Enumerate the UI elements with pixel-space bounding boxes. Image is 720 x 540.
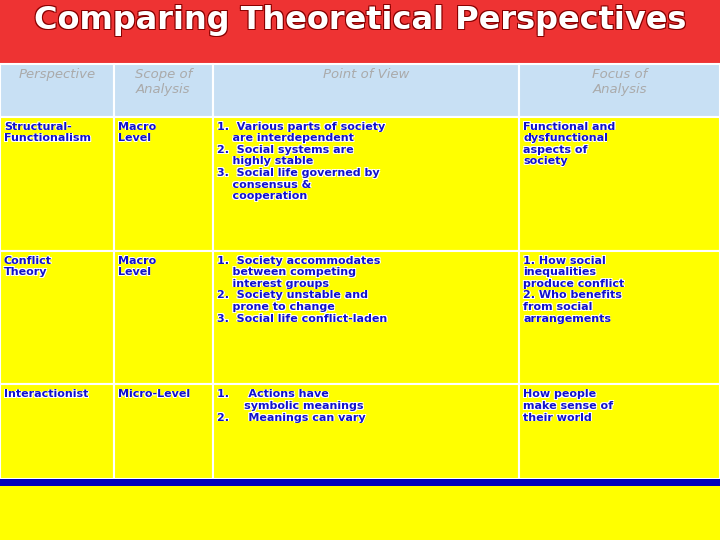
Text: 1.  Various parts of society
    are interdependent
2.  Social systems are
    h: 1. Various parts of society are interdep…: [217, 121, 384, 200]
Text: 1. How social
inequalities
produce conflict
2. Who benefits
from social
arrangem: 1. How social inequalities produce confl…: [523, 255, 624, 323]
Text: 1.  Various parts of society
    are interdependent
2.  Social systems are
    h: 1. Various parts of society are interdep…: [217, 123, 384, 202]
Text: Functional and
dysfunctional
aspects of
society: Functional and dysfunctional aspects of …: [524, 121, 616, 166]
Text: How people
make sense of
their world: How people make sense of their world: [524, 390, 614, 423]
Bar: [213, 64, 519, 117]
Text: Interactionist: Interactionist: [4, 389, 88, 399]
Bar: [0, 479, 720, 486]
Bar: [213, 384, 519, 479]
Text: Macro
Level: Macro Level: [117, 255, 156, 276]
Text: Conflict
Theory: Conflict Theory: [4, 255, 51, 276]
Text: Macro
Level: Macro Level: [117, 123, 156, 144]
Text: Structural-
Functionalism: Structural- Functionalism: [4, 123, 90, 144]
Text: Macro
Level: Macro Level: [119, 255, 157, 276]
Text: Macro
Level: Macro Level: [119, 256, 157, 278]
Text: 1.     Actions have
       symbolic meanings
2.     Meanings can vary: 1. Actions have symbolic meanings 2. Mea…: [218, 389, 366, 422]
Bar: [0, 0, 720, 64]
Text: Micro-Level: Micro-Level: [119, 390, 191, 400]
Text: Comparing Theoretical Perspectives: Comparing Theoretical Perspectives: [35, 4, 687, 36]
Text: Comparing Theoretical Perspectives: Comparing Theoretical Perspectives: [33, 4, 685, 36]
Text: 1.  Society accommodates
    between competing
    interest groups
2.  Society u: 1. Society accommodates between competin…: [217, 255, 387, 323]
Text: Functional and
dysfunctional
aspects of
society: Functional and dysfunctional aspects of …: [524, 123, 616, 167]
Text: 1.     Actions have
       symbolic meanings
2.     Meanings can vary: 1. Actions have symbolic meanings 2. Mea…: [217, 389, 365, 422]
Text: Micro-Level: Micro-Level: [117, 390, 189, 400]
Text: How people
make sense of
their world: How people make sense of their world: [523, 389, 613, 422]
Text: Micro-Level: Micro-Level: [117, 389, 189, 399]
Text: Conflict
Theory: Conflict Theory: [4, 256, 51, 278]
Text: Conflict
Theory: Conflict Theory: [4, 255, 52, 277]
Text: Macro
Level: Macro Level: [117, 256, 156, 278]
Bar: [114, 251, 213, 384]
Text: Macro
Level: Macro Level: [118, 255, 156, 277]
Text: Micro-Level: Micro-Level: [119, 389, 191, 399]
Text: Scope of
Analysis: Scope of Analysis: [135, 68, 192, 96]
Bar: [0, 64, 114, 117]
Text: 1.     Actions have
       symbolic meanings
2.     Meanings can vary: 1. Actions have symbolic meanings 2. Mea…: [217, 390, 365, 423]
Text: Structural-
Functionalism: Structural- Functionalism: [4, 121, 90, 143]
Text: Point of View: Point of View: [323, 68, 409, 81]
Text: How people
make sense of
their world: How people make sense of their world: [523, 389, 613, 423]
Text: Interactionist: Interactionist: [4, 389, 89, 400]
Text: 1.  Various parts of society
    are interdependent
2.  Social systems are
    h: 1. Various parts of society are interdep…: [218, 121, 386, 200]
Text: 1.  Society accommodates
    between competing
    interest groups
2.  Society u: 1. Society accommodates between competin…: [217, 255, 387, 323]
Text: Comparing Theoretical Perspectives: Comparing Theoretical Perspectives: [33, 6, 685, 37]
Text: 1.  Various parts of society
    are interdependent
2.  Social systems are
    h: 1. Various parts of society are interdep…: [218, 123, 386, 202]
Bar: [0, 117, 114, 251]
Text: Macro
Level: Macro Level: [117, 121, 156, 143]
Text: Macro
Level: Macro Level: [119, 121, 157, 143]
Bar: [114, 384, 213, 479]
Text: 1. How social
inequalities
produce conflict
2. Who benefits
from social
arrangem: 1. How social inequalities produce confl…: [524, 256, 625, 324]
Text: Interactionist: Interactionist: [5, 389, 89, 399]
Text: 1.  Society accommodates
    between competing
    interest groups
2.  Society u: 1. Society accommodates between competin…: [217, 256, 387, 324]
Text: Macro
Level: Macro Level: [118, 122, 156, 143]
Bar: [519, 64, 720, 117]
Text: 1. How social
inequalities
produce conflict
2. Who benefits
from social
arrangem: 1. How social inequalities produce confl…: [523, 255, 624, 323]
Text: How people
make sense of
their world: How people make sense of their world: [523, 390, 613, 423]
Text: Macro
Level: Macro Level: [119, 123, 157, 144]
Text: Conflict
Theory: Conflict Theory: [5, 255, 53, 276]
Text: Interactionist: Interactionist: [5, 390, 89, 400]
Bar: [114, 64, 213, 117]
Text: Functional and
dysfunctional
aspects of
society: Functional and dysfunctional aspects of …: [523, 121, 615, 166]
Text: 1. How social
inequalities
produce conflict
2. Who benefits
from social
arrangem: 1. How social inequalities produce confl…: [524, 255, 625, 323]
Bar: [0, 251, 114, 384]
Text: 1.  Various parts of society
    are interdependent
2.  Social systems are
    h: 1. Various parts of society are interdep…: [217, 122, 385, 201]
Bar: [213, 251, 519, 384]
Bar: [519, 251, 720, 384]
Text: Structural-
Functionalism: Structural- Functionalism: [5, 123, 91, 144]
Text: 1.     Actions have
       symbolic meanings
2.     Meanings can vary: 1. Actions have symbolic meanings 2. Mea…: [218, 390, 366, 423]
Text: How people
make sense of
their world: How people make sense of their world: [524, 389, 614, 422]
Text: 1.  Society accommodates
    between competing
    interest groups
2.  Society u: 1. Society accommodates between competin…: [218, 255, 388, 323]
Text: Perspective: Perspective: [18, 68, 96, 81]
Text: Comparing Theoretical Perspectives: Comparing Theoretical Perspectives: [35, 6, 687, 37]
Text: 1.  Society accommodates
    between competing
    interest groups
2.  Society u: 1. Society accommodates between competin…: [218, 256, 388, 324]
Bar: [519, 117, 720, 251]
Text: Interactionist: Interactionist: [4, 390, 88, 400]
Text: Focus of
Analysis: Focus of Analysis: [592, 68, 647, 96]
Text: Functional and
dysfunctional
aspects of
society: Functional and dysfunctional aspects of …: [523, 122, 616, 166]
Text: Micro-Level: Micro-Level: [118, 389, 190, 400]
Bar: [213, 117, 519, 251]
Text: 1. How social
inequalities
produce conflict
2. Who benefits
from social
arrangem: 1. How social inequalities produce confl…: [523, 256, 624, 324]
Text: Comparing Theoretical Perspectives: Comparing Theoretical Perspectives: [34, 5, 686, 36]
Text: Functional and
dysfunctional
aspects of
society: Functional and dysfunctional aspects of …: [523, 123, 615, 167]
Text: Structural-
Functionalism: Structural- Functionalism: [5, 121, 91, 143]
Bar: [0, 384, 114, 479]
Text: 1.     Actions have
       symbolic meanings
2.     Meanings can vary: 1. Actions have symbolic meanings 2. Mea…: [217, 389, 366, 423]
Text: Conflict
Theory: Conflict Theory: [5, 256, 53, 278]
Bar: [519, 384, 720, 479]
Text: Structural-
Functionalism: Structural- Functionalism: [4, 122, 91, 143]
Bar: [114, 117, 213, 251]
